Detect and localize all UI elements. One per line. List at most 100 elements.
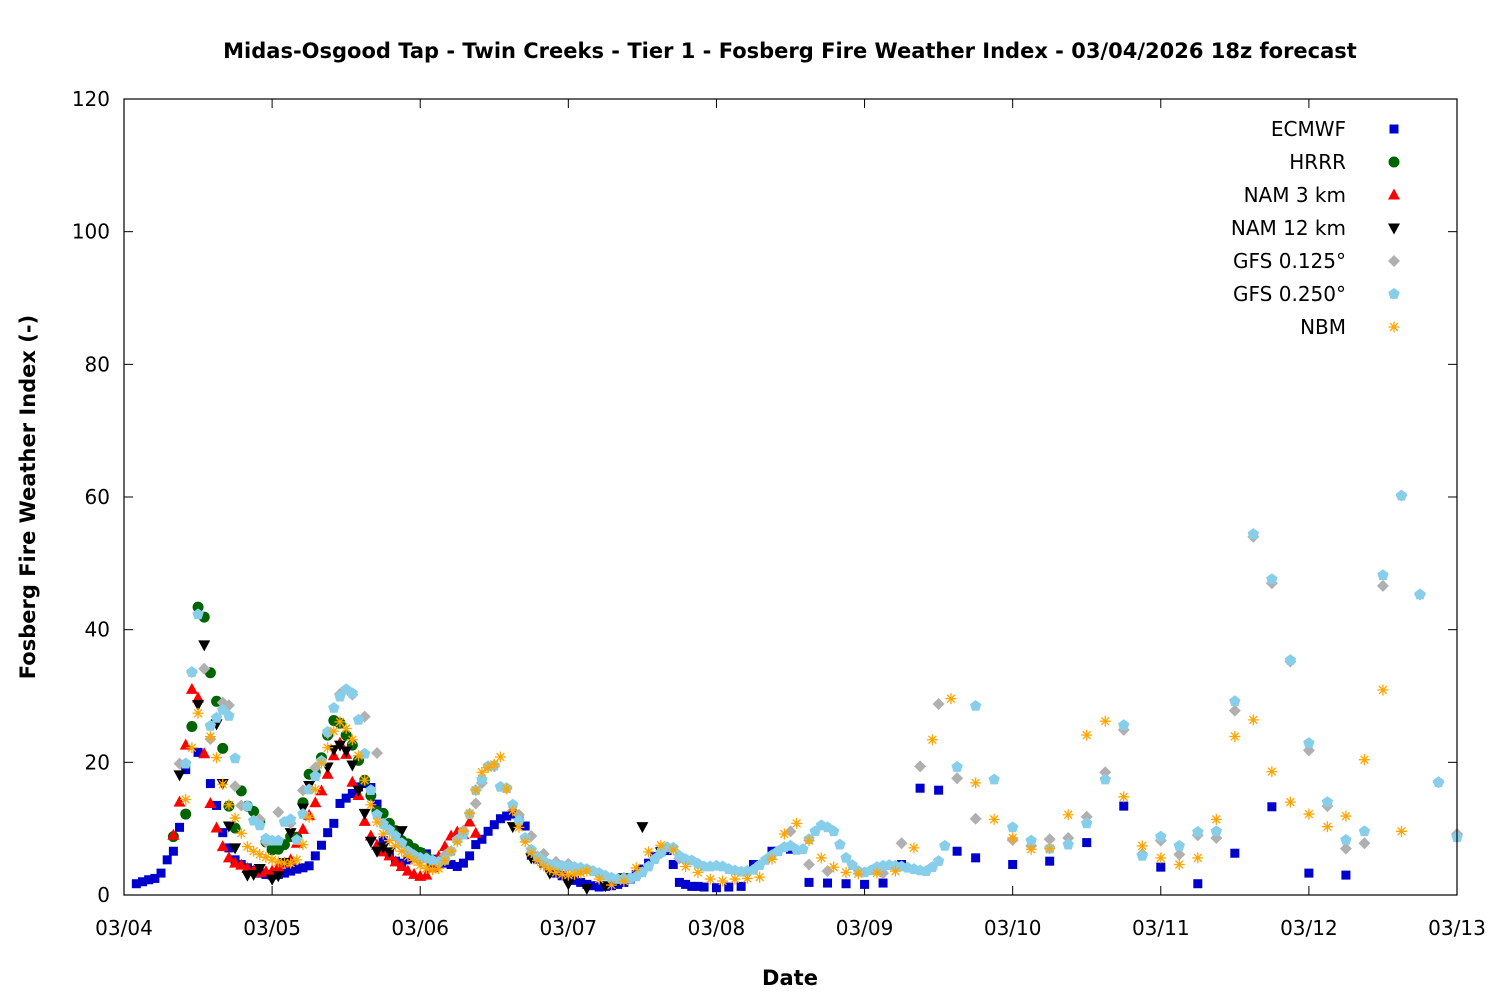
data-point — [581, 865, 593, 877]
data-point — [309, 784, 321, 796]
data-point — [316, 840, 326, 850]
data-point — [371, 846, 384, 858]
data-point — [606, 879, 618, 891]
data-point — [1173, 858, 1185, 870]
data-point — [291, 854, 303, 866]
data-point — [401, 864, 414, 876]
data-point — [1155, 830, 1167, 842]
y-tick-label: 60 — [85, 485, 110, 509]
data-point — [254, 849, 266, 861]
data-point — [352, 785, 365, 797]
data-point — [352, 713, 365, 725]
data-point — [1341, 870, 1351, 880]
data-point — [192, 707, 204, 719]
data-point — [296, 822, 309, 834]
data-point — [223, 799, 235, 811]
data-point — [329, 818, 339, 828]
data-point — [531, 855, 543, 867]
data-point — [347, 789, 357, 799]
data-point — [452, 861, 462, 871]
y-tick-label: 40 — [85, 618, 110, 642]
data-point — [1304, 868, 1314, 878]
data-point — [717, 875, 729, 887]
data-point — [204, 730, 216, 742]
data-point — [340, 723, 352, 735]
data-point — [328, 725, 340, 737]
data-point — [668, 859, 678, 869]
data-point — [315, 757, 327, 769]
data-point — [1062, 838, 1074, 850]
data-point — [519, 836, 531, 848]
data-point — [193, 747, 203, 757]
data-point — [692, 866, 704, 878]
data-point — [630, 862, 642, 874]
data-point — [580, 883, 593, 895]
legend-marker — [1388, 255, 1400, 267]
data-point — [168, 846, 178, 856]
data-point — [618, 875, 630, 887]
data-point — [451, 836, 463, 848]
data-point — [815, 852, 827, 864]
data-point — [346, 760, 359, 772]
data-point — [860, 879, 870, 889]
data-point — [871, 867, 883, 879]
data-point — [138, 877, 148, 887]
data-point — [797, 843, 809, 855]
data-point — [1119, 801, 1129, 811]
data-point — [736, 881, 746, 891]
data-point — [1247, 528, 1260, 539]
data-point — [229, 843, 242, 855]
data-point — [1395, 825, 1407, 837]
data-point — [365, 784, 377, 796]
data-point — [303, 811, 315, 823]
data-point — [358, 814, 371, 826]
data-point — [889, 865, 901, 877]
data-point — [821, 865, 834, 878]
data-point — [1376, 579, 1389, 592]
data-point — [186, 742, 198, 754]
data-point — [359, 774, 371, 786]
data-point — [827, 825, 840, 837]
y-tick-label: 120 — [72, 87, 110, 111]
data-point — [309, 770, 322, 782]
data-point — [167, 828, 180, 840]
data-point — [878, 878, 888, 888]
data-point — [939, 839, 951, 851]
data-point — [488, 758, 500, 770]
series-nbm — [180, 684, 1407, 891]
data-point — [823, 878, 833, 888]
data-point — [1414, 588, 1426, 600]
data-point — [383, 847, 396, 859]
data-point — [1229, 730, 1241, 742]
data-point — [272, 806, 285, 819]
data-point — [279, 868, 289, 878]
data-point — [229, 780, 242, 793]
data-point — [599, 881, 612, 893]
data-point — [433, 862, 445, 874]
data-point — [1432, 776, 1445, 788]
data-point — [766, 853, 778, 865]
data-point — [217, 778, 229, 790]
legend-label: HRRR — [1289, 150, 1346, 174]
data-point — [353, 750, 365, 762]
data-point — [828, 861, 840, 873]
data-point — [465, 851, 475, 861]
data-point — [914, 760, 927, 773]
data-point — [162, 855, 172, 865]
data-point — [223, 709, 235, 721]
legend: ECMWF HRRR NAM 3 km NAM 12 km GFS 0.125° GFS … — [1231, 117, 1400, 339]
data-point — [377, 828, 389, 840]
data-point — [439, 855, 451, 867]
y-axis-label: Fosberg Fire Weather Index (-) — [16, 315, 40, 679]
x-tick-label: 03/04 — [95, 916, 153, 940]
data-point — [971, 853, 981, 863]
data-point — [495, 814, 505, 824]
data-point — [693, 881, 703, 891]
data-point — [988, 813, 1000, 825]
data-point — [544, 864, 556, 876]
data-point — [284, 813, 297, 825]
data-point — [323, 828, 333, 838]
data-point — [969, 699, 982, 711]
data-point — [457, 825, 469, 837]
data-point — [297, 839, 309, 851]
